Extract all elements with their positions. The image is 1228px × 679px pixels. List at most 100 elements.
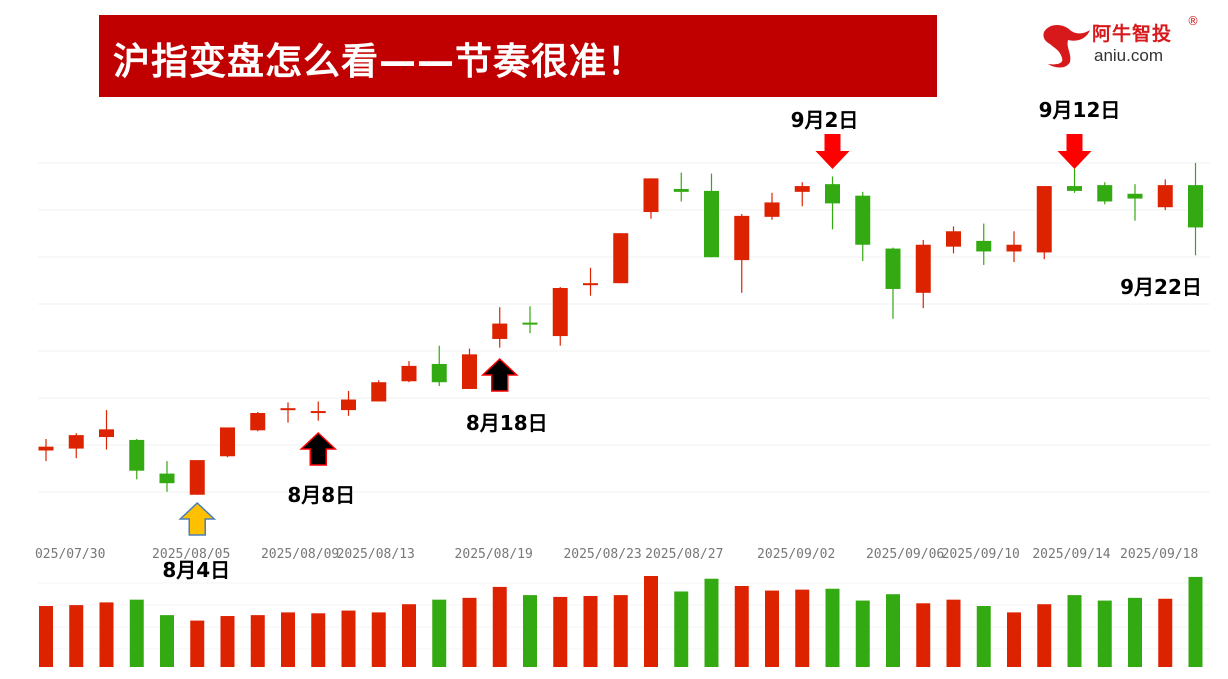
volume-bar	[129, 599, 144, 667]
candle-body	[825, 184, 840, 204]
x-tick-label: 2025/09/02	[757, 547, 835, 562]
candle-body	[583, 283, 598, 286]
candle-body	[522, 322, 538, 325]
x-tick-label: 2025/08/23	[563, 547, 641, 562]
registered-mark: ®	[1187, 14, 1199, 28]
annotation-label: 9月12日	[1038, 98, 1121, 122]
annotation-label: 8月18日	[465, 411, 548, 435]
up-arrow-icon	[480, 357, 519, 392]
volume-bar	[311, 613, 326, 667]
volume-bar	[946, 599, 961, 667]
volume-bar	[462, 597, 477, 667]
candle-body	[855, 195, 871, 245]
volume-bar	[160, 615, 174, 667]
annotation-label: 9月2日	[790, 108, 859, 132]
candle-body	[1097, 185, 1113, 202]
volume-bar	[583, 596, 598, 667]
volume-bar	[341, 610, 356, 667]
candle-body	[915, 244, 931, 293]
volume-bar	[886, 594, 900, 667]
candle-body	[643, 178, 659, 213]
candle-body	[734, 215, 750, 261]
candle-body	[492, 323, 508, 339]
candle-body	[1127, 193, 1143, 199]
x-tick-label: 2025/08/13	[337, 547, 415, 562]
brand-logo: 阿牛智投 ® aniu.com	[1040, 14, 1210, 74]
volume-bar	[1128, 597, 1142, 667]
x-tick-label: 2025/08/19	[455, 547, 533, 562]
volume-bar	[674, 591, 689, 667]
logo-domain: aniu.com	[1094, 46, 1163, 65]
candle-body	[99, 429, 114, 438]
volume-bar	[492, 586, 507, 667]
candle-body	[976, 240, 992, 252]
x-tick-label: 2025/08/05	[152, 547, 230, 562]
candle-body	[885, 248, 901, 289]
volume-bar	[1037, 604, 1052, 667]
volume-bar	[1067, 595, 1082, 667]
x-tick-label: 025/07/30	[35, 547, 105, 562]
candle-body	[431, 363, 447, 383]
x-tick-label: 2025/08/09	[261, 547, 339, 562]
up-arrow-icon	[299, 431, 338, 466]
candle-body	[764, 202, 780, 217]
volume-bar	[281, 612, 295, 667]
x-tick-label: 2025/08/27	[645, 547, 723, 562]
candle-body	[129, 439, 145, 471]
annotation-label: 8月4日	[162, 558, 231, 582]
candle-body	[250, 413, 266, 431]
candle-body	[401, 365, 417, 382]
volume-bar	[795, 589, 810, 667]
candle-body	[1067, 186, 1082, 191]
x-tick-label: 2025/09/18	[1120, 547, 1198, 562]
volume-bar	[765, 590, 779, 667]
volume-bar	[855, 600, 870, 667]
annotation-label: 9月22日	[1120, 275, 1202, 299]
volume-bar	[432, 599, 447, 667]
x-tick-label: 2025/09/14	[1032, 547, 1110, 562]
candle-body	[946, 231, 961, 247]
page-title: 沪指变盘怎么看——节奏很准！	[113, 40, 645, 83]
volume-bar	[371, 612, 386, 667]
volume-bar	[250, 615, 265, 667]
title-banner: 沪指变盘怎么看——节奏很准！	[99, 15, 937, 97]
volume-bar	[1158, 598, 1173, 667]
volume-bar	[1007, 612, 1021, 667]
volume-bar	[69, 605, 84, 667]
candle-body	[159, 473, 175, 484]
volume-bar	[523, 595, 537, 667]
candle-body	[794, 186, 810, 192]
volume-bar	[734, 586, 749, 667]
candle-body	[280, 408, 296, 411]
candle-body	[68, 435, 84, 449]
x-tick-label: 2025/09/10	[942, 547, 1020, 562]
volume-bar	[1097, 600, 1112, 667]
candle-body	[1006, 244, 1022, 252]
candle-body	[673, 188, 689, 192]
candle-body	[1188, 185, 1203, 228]
volume-bar	[220, 616, 235, 667]
bull-logo-icon	[1043, 25, 1090, 68]
logo-brand-cn: 阿牛智投	[1092, 23, 1173, 45]
volume-bar	[39, 606, 53, 667]
volume-bar	[99, 602, 114, 667]
up-arrow-icon	[178, 501, 217, 536]
volume-bar	[1188, 576, 1203, 667]
volume-bar	[402, 604, 416, 667]
candle-body	[613, 233, 629, 284]
candle-body	[310, 411, 326, 414]
candle-body	[189, 460, 205, 495]
down-arrow-icon	[1057, 134, 1092, 169]
candle-body	[38, 446, 54, 451]
candle-body	[371, 382, 387, 402]
volume-bar	[644, 576, 658, 667]
x-tick-label: 2025/09/06	[866, 547, 944, 562]
volume-bar	[916, 603, 931, 667]
down-arrow-icon	[815, 134, 850, 169]
volume-bar	[825, 588, 840, 667]
annotation-label: 8月8日	[287, 483, 356, 507]
candle-body	[462, 354, 477, 389]
candle-body	[704, 190, 719, 258]
candle-body	[1036, 186, 1052, 253]
